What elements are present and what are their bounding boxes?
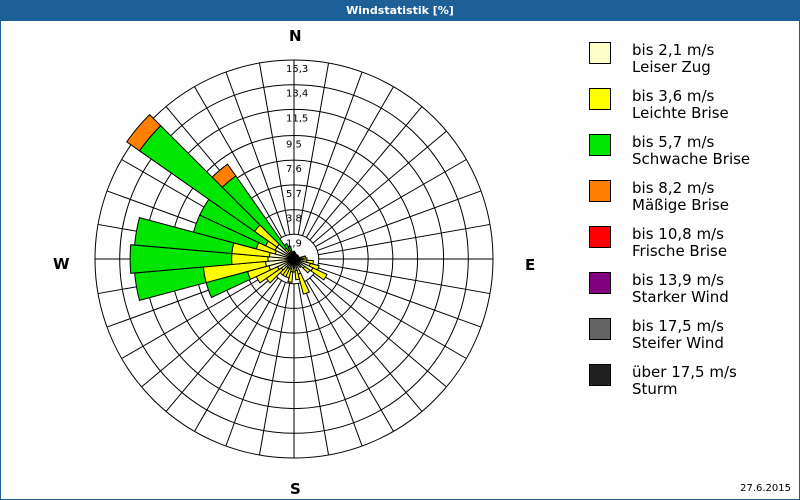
radial-tick-label: 1,9 xyxy=(286,238,302,249)
legend-swatch xyxy=(589,180,611,202)
grid-spoke xyxy=(258,62,291,235)
legend-label: Sturm xyxy=(632,380,678,398)
grid-spoke xyxy=(141,274,276,388)
legend-swatch xyxy=(589,272,611,294)
grid-spoke xyxy=(312,130,447,244)
grid-spoke xyxy=(301,282,363,447)
radial-tick-label: 7,6 xyxy=(286,164,302,175)
grid-spoke xyxy=(315,270,467,359)
radial-tick-label: 11,5 xyxy=(286,113,308,124)
petal-segment xyxy=(297,263,303,269)
grid-spoke xyxy=(305,280,394,432)
legend-swatch xyxy=(589,364,611,386)
grid-spoke xyxy=(305,86,394,238)
grid-spoke xyxy=(165,277,279,412)
radial-tick-label: 13,4 xyxy=(286,89,308,100)
legend-range: bis 17,5 m/s xyxy=(632,317,724,335)
petal-segment xyxy=(291,251,295,260)
compass-east-label: E xyxy=(525,256,536,274)
petal-segment xyxy=(302,265,311,274)
petal-segment xyxy=(297,272,311,295)
petal-segment xyxy=(211,163,237,188)
grid-spoke xyxy=(121,270,273,359)
legend-range: bis 10,8 m/s xyxy=(632,225,724,243)
legend-swatch xyxy=(589,42,611,64)
radial-tick-label: 15,3 xyxy=(286,64,308,75)
grid-spoke xyxy=(297,62,330,235)
grid-spoke xyxy=(315,159,467,248)
petal-segment xyxy=(310,267,328,281)
compass-south-label: S xyxy=(290,480,301,498)
radial-tick-label: 3,8 xyxy=(286,214,302,225)
legend-label: Frische Brise xyxy=(632,242,728,260)
legend-label: Leiser Zug xyxy=(632,58,711,76)
legend-label: Leichte Brise xyxy=(632,104,729,122)
legend-range: bis 2,1 m/s xyxy=(632,41,715,59)
legend-swatch xyxy=(589,318,611,340)
petal-segment xyxy=(283,243,291,252)
grid-spoke xyxy=(194,86,283,238)
legend-label: Mäßige Brise xyxy=(632,196,729,214)
compass-west-label: W xyxy=(53,255,70,273)
petal-segment xyxy=(287,245,293,253)
grid-spoke xyxy=(312,274,447,388)
compass-north-label: N xyxy=(289,27,302,45)
grid-spoke xyxy=(258,283,291,456)
grid-spoke xyxy=(309,277,423,412)
radial-tick-label: 5,7 xyxy=(286,189,302,200)
legend-range: bis 8,2 m/s xyxy=(632,179,715,197)
radial-tick-label: 9,5 xyxy=(286,139,302,150)
legend-swatch xyxy=(589,88,611,110)
grid-spoke xyxy=(225,71,287,236)
grid-spoke xyxy=(301,71,363,236)
petal-segment xyxy=(126,113,162,152)
footer-date: 27.6.2015 xyxy=(740,483,791,494)
window-title: Windstatistik [%] xyxy=(0,0,800,21)
grid-spoke xyxy=(318,262,491,295)
legend-label: Starker Wind xyxy=(632,288,729,306)
petal-segment xyxy=(134,216,235,255)
petal-segment xyxy=(129,244,233,274)
legend-range: bis 5,7 m/s xyxy=(632,133,715,151)
grid-spoke xyxy=(225,282,287,447)
legend-label: Schwache Brise xyxy=(632,150,751,168)
grid-spoke xyxy=(309,106,423,241)
legend-range: bis 13,9 m/s xyxy=(632,271,724,289)
grid-spoke xyxy=(317,190,482,252)
petal-segment xyxy=(287,270,294,283)
grid-spoke xyxy=(318,223,491,256)
legend-swatch xyxy=(589,226,611,248)
petal-segment xyxy=(294,269,300,281)
grid-spoke xyxy=(297,283,330,456)
grid-spoke xyxy=(194,280,283,432)
legend-swatch xyxy=(589,134,611,156)
legend-range: bis 3,6 m/s xyxy=(632,87,715,105)
grid-spoke xyxy=(317,266,482,328)
legend-range: über 17,5 m/s xyxy=(632,363,737,381)
legend-label: Steifer Wind xyxy=(632,334,724,352)
